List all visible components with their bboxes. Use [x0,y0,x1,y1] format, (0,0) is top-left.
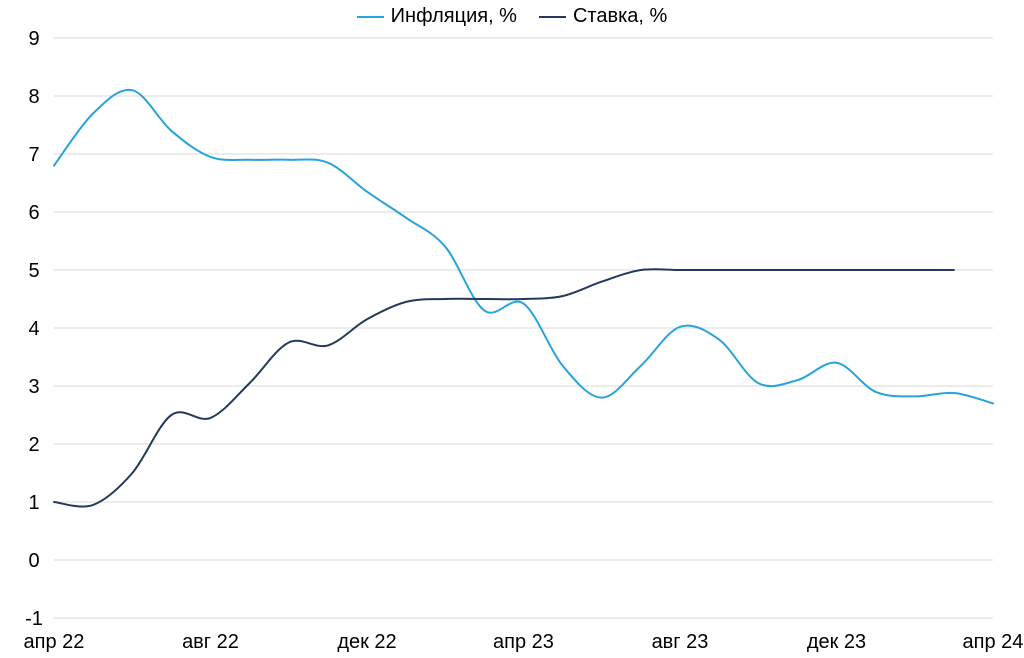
x-tick-label: авг 22 [182,631,239,653]
y-tick-label: 1 [28,492,39,514]
x-tick-label: апр 22 [24,631,85,653]
inflation-line [53,88,994,405]
rate-line-swatch-icon [538,15,566,18]
rate-legend-label: Ставка, % [572,5,668,27]
y-tick-label: 9 [28,28,39,50]
y-tick-label: 7 [28,144,39,166]
y-tick-label: 2 [28,434,39,456]
inflation-line-swatch-icon [356,15,384,18]
y-tick-label: 6 [28,202,39,224]
y-tick-label: 4 [28,318,39,340]
x-tick-label: апр 23 [493,631,554,653]
x-tick-label: авг 23 [652,631,709,653]
y-tick-label: 8 [28,86,39,108]
rate-line [53,268,955,508]
y-tick-label: 3 [28,376,39,398]
y-tick-label: 5 [28,260,39,282]
inflation-legend-label: Инфляция, % [390,5,517,27]
x-tick-label: апр 24 [963,631,1024,653]
x-tick-label: дек 22 [337,631,396,653]
legend-item-rate: Ставка, % [538,5,668,28]
y-tick-label: 0 [28,550,39,572]
legend-item-inflation: Инфляция, % [356,5,517,28]
legend: Инфляция, % Ставка, % [0,5,1024,28]
x-tick-label: дек 23 [807,631,866,653]
y-tick-label: -1 [25,608,43,630]
